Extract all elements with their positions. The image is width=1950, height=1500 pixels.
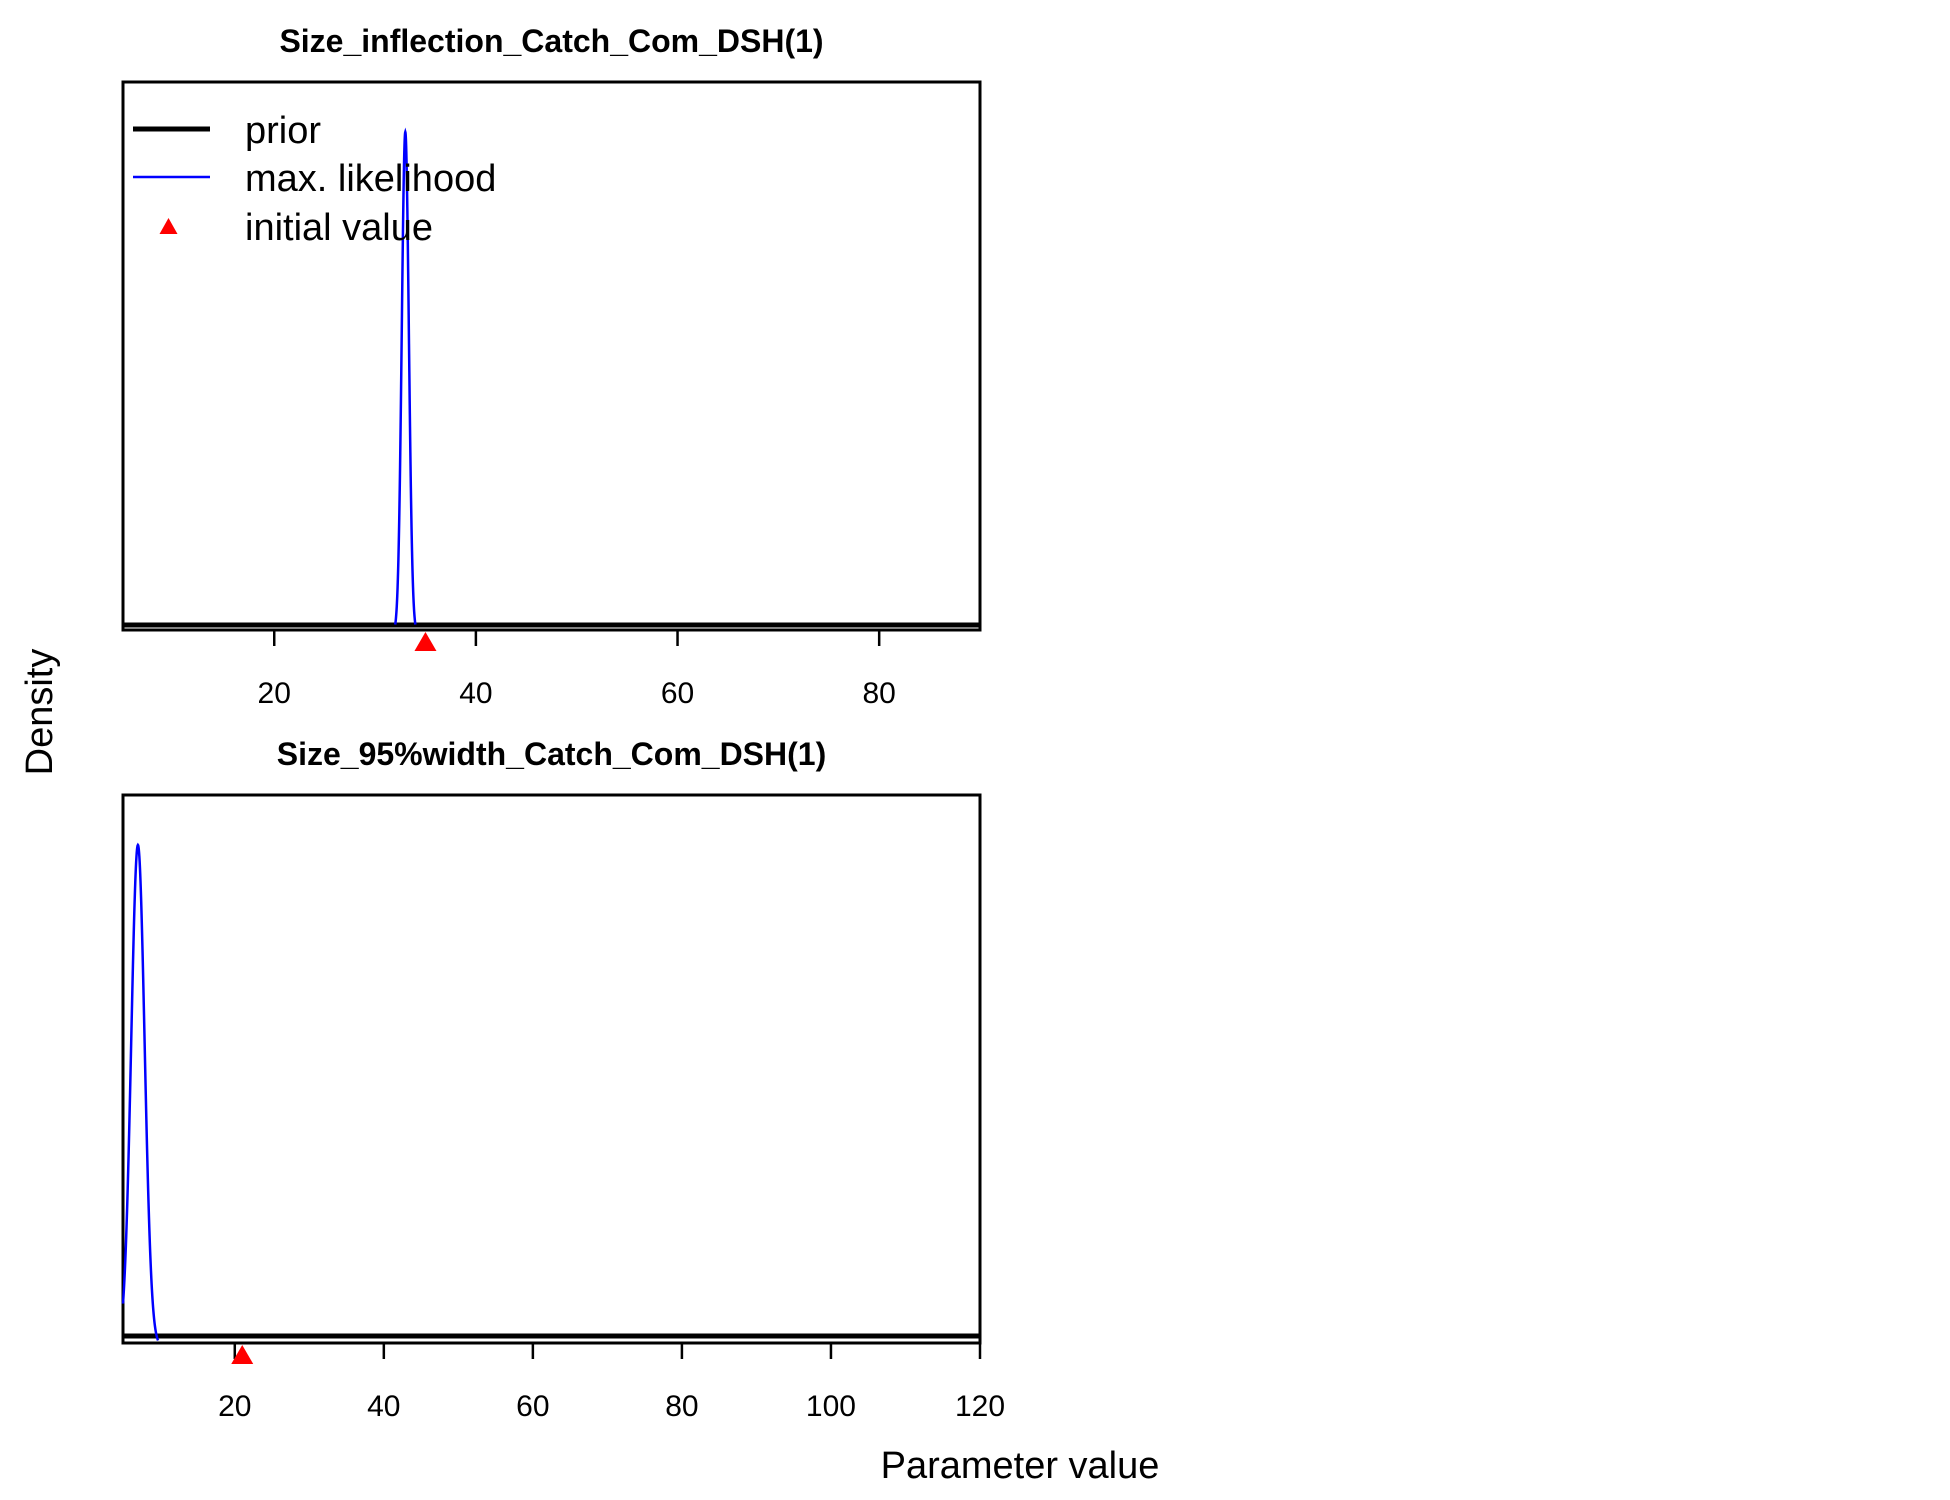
legend-initial-value-swatch [159, 218, 178, 234]
x-tick-label: 60 [516, 1390, 549, 1423]
panel-size-95-width: Size_95%width_Catch_Com_DSH(1) 20 40 60 80 10… [121, 736, 1005, 1423]
x-tick-label: 20 [258, 677, 291, 710]
x-tick-label: 60 [661, 677, 694, 710]
legend-entry-label: prior [245, 110, 321, 152]
initial-value-marker [231, 1345, 254, 1364]
x-tick-label: 100 [806, 1390, 856, 1423]
x-tick-label: 20 [218, 1390, 251, 1423]
initial-value-marker [414, 632, 437, 651]
panel-title: Size_95%width_Catch_Com_DSH(1) [277, 736, 826, 772]
x-tick-label: 80 [862, 677, 895, 710]
series-max-likelihood-curve [121, 842, 160, 1341]
y-axis-title: Density [19, 649, 61, 776]
x-axis-title: Parameter value [881, 1445, 1160, 1487]
x-tick-label: 120 [955, 1390, 1005, 1423]
plot-frame [121, 80, 982, 632]
x-tick-label: 40 [459, 677, 492, 710]
legend-entry-label: max. likelihood [245, 158, 496, 200]
series-max-likelihood-curve [393, 127, 417, 625]
panel-title: Size_inflection_Catch_Com_DSH(1) [279, 23, 823, 59]
legend-entry-label: initial value [245, 207, 433, 249]
plot-frame [121, 793, 982, 1345]
panel-size-inflection: Size_inflection_Catch_Com_DSH(1) 20 40 60 80… [121, 23, 982, 710]
x-tick-label: 80 [665, 1390, 698, 1423]
x-tick-label: 40 [367, 1390, 400, 1423]
